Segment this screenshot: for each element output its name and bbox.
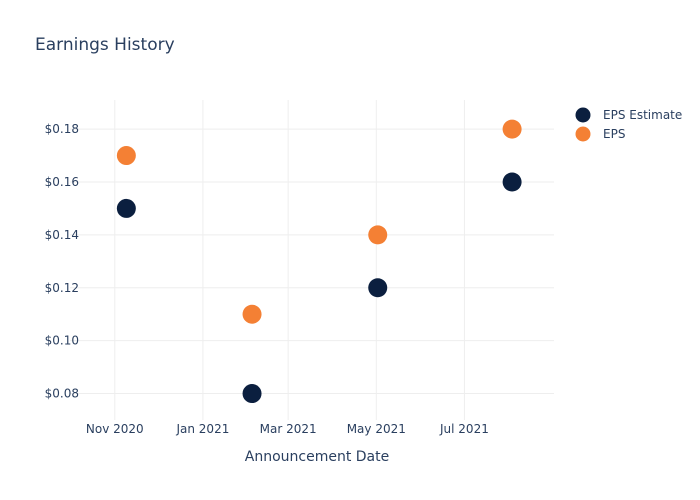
data-point-eps-estimate[interactable] — [502, 172, 522, 192]
x-tick-label: May 2021 — [347, 422, 406, 436]
legend-marker[interactable] — [575, 107, 591, 123]
data-point-eps[interactable] — [368, 225, 388, 245]
x-tick-label: Nov 2020 — [86, 422, 144, 436]
data-point-eps[interactable] — [502, 119, 522, 139]
y-tick-label: $0.10 — [45, 334, 79, 348]
legend-marker[interactable] — [575, 126, 591, 142]
x-tick-label: Mar 2021 — [260, 422, 317, 436]
x-axis-ticks: Nov 2020 Jan 2021 Mar 2021 May 2021 Jul 2021 — [86, 422, 489, 436]
legend-label[interactable]: EPS Estimate — [603, 108, 682, 122]
y-tick-label: $0.14 — [45, 228, 79, 242]
x-tick-label: Jul 2021 — [439, 422, 489, 436]
legend[interactable]: EPS Estimate EPS — [575, 107, 683, 142]
y-tick-label: $0.08 — [45, 387, 79, 401]
data-point-eps-estimate[interactable] — [242, 384, 262, 404]
data-point-eps-estimate[interactable] — [116, 198, 136, 218]
y-tick-label: $0.18 — [45, 122, 79, 136]
data-point-eps[interactable] — [116, 146, 136, 166]
y-axis-ticks: $0.08 $0.10 $0.12 $0.14 $0.16 $0.18 — [45, 122, 79, 400]
chart-title: Earnings History — [35, 35, 175, 55]
y-tick-label: $0.16 — [45, 175, 79, 189]
data-points — [116, 119, 522, 404]
x-tick-label: Jan 2021 — [175, 422, 229, 436]
data-point-eps-estimate[interactable] — [368, 278, 388, 298]
data-point-eps[interactable] — [242, 304, 262, 324]
x-axis-title: Announcement Date — [245, 449, 389, 465]
grid — [70, 100, 554, 420]
legend-label[interactable]: EPS — [603, 127, 625, 141]
y-tick-label: $0.12 — [45, 281, 79, 295]
